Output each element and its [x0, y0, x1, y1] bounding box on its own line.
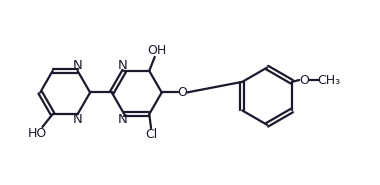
Text: Cl: Cl: [145, 128, 157, 141]
Text: O: O: [177, 86, 187, 99]
Text: N: N: [117, 113, 127, 126]
Text: N: N: [117, 59, 127, 72]
Text: CH₃: CH₃: [317, 73, 340, 87]
Text: N: N: [73, 59, 82, 72]
Text: O: O: [299, 73, 309, 87]
Text: OH: OH: [147, 44, 166, 57]
Text: N: N: [73, 113, 82, 126]
Text: HO: HO: [28, 127, 47, 140]
